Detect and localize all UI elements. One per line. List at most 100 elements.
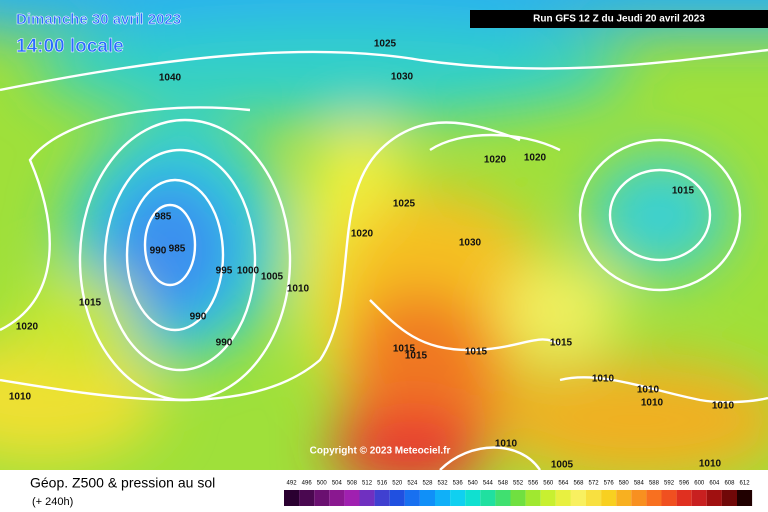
isobar-label: 1015 (550, 338, 573, 349)
isobar-label: 1010 (712, 401, 735, 412)
isobar-label: 990 (150, 246, 167, 257)
legend-swatch (540, 490, 556, 506)
map-field (0, 0, 768, 470)
legend-label: 596 (679, 481, 690, 487)
isobar-label: 1015 (672, 186, 695, 197)
legend-label: 528 (422, 481, 433, 487)
legend-swatch (691, 490, 707, 506)
legend-label: 612 (740, 481, 751, 487)
copyright: Copyright © 2023 Meteociel.fr (310, 446, 451, 457)
legend-label: 584 (634, 481, 645, 487)
isobar-label: 1015 (79, 298, 102, 309)
isobar-label: 985 (155, 212, 172, 223)
legend-label: 564 (558, 481, 569, 487)
legend-label: 604 (709, 481, 720, 487)
legend-label: 588 (649, 481, 660, 487)
legend-label: 520 (392, 481, 403, 487)
legend-label: 560 (543, 481, 554, 487)
isobar-label: 1010 (637, 385, 660, 396)
isobar-label: 1005 (261, 272, 284, 283)
footer-lead: (+ 240h) (32, 496, 73, 508)
legend-label: 536 (453, 481, 464, 487)
legend-label: 568 (573, 481, 584, 487)
isobar-label: 1015 (393, 344, 416, 355)
isobar-label: 1025 (393, 199, 416, 210)
legend-label: 576 (604, 481, 615, 487)
legend-swatch (299, 490, 315, 506)
isobar-label: 1010 (592, 374, 615, 385)
isobar-label: 1040 (159, 73, 182, 84)
legend-swatch (344, 490, 360, 506)
isobar-label: 1010 (287, 284, 310, 295)
isobar-label: 1005 (551, 460, 574, 471)
legend-swatch (661, 490, 677, 506)
isobar-label: 1010 (495, 439, 518, 450)
legend-swatch (737, 490, 753, 506)
date: Dimanche 30 avril 2023 (16, 11, 181, 28)
isobar-label: 1010 (9, 392, 32, 403)
legend-swatch (525, 490, 541, 506)
legend-label: 540 (468, 481, 479, 487)
legend-label: 548 (498, 481, 509, 487)
legend-label: 524 (407, 481, 418, 487)
isobar-label: 1020 (524, 153, 547, 164)
isobar-label: 1020 (16, 322, 39, 333)
legend-swatch (510, 490, 526, 506)
legend-swatch (435, 490, 451, 506)
isobar-label: 990 (216, 338, 233, 349)
run-banner (470, 10, 768, 28)
legend-label: 600 (694, 481, 705, 487)
legend-label: 592 (664, 481, 675, 487)
isobar-label: 1020 (484, 155, 507, 166)
isobar-label: 1030 (391, 72, 414, 83)
isobar-label: 1020 (351, 229, 374, 240)
legend-label: 492 (287, 481, 298, 487)
legend-label: 516 (377, 481, 388, 487)
run-info: Run GFS 12 Z du Jeudi 20 avril 2023 (533, 14, 705, 25)
legend-swatch (359, 490, 375, 506)
isobar-label: 985 (169, 244, 186, 255)
legend-label: 580 (619, 481, 630, 487)
legend-swatch (616, 490, 632, 506)
color-legend: 492 496 500 504 508 512 516 520 524 528 532 536 540 5… (284, 481, 753, 506)
isobar-label: 995 (216, 266, 233, 277)
legend-swatch (374, 490, 390, 506)
legend-label: 496 (302, 481, 313, 487)
legend-swatch (284, 490, 300, 506)
legend-swatch (314, 490, 330, 506)
legend-swatch (404, 490, 420, 506)
legend-label: 500 (317, 481, 328, 487)
legend-label: 552 (513, 481, 524, 487)
isobars (0, 48, 768, 470)
legend-label: 556 (528, 481, 539, 487)
legend-label: 544 (483, 481, 494, 487)
legend-swatch (631, 490, 647, 506)
isobar-label: 1000 (237, 266, 260, 277)
legend-label: 572 (589, 481, 600, 487)
legend-swatch (450, 490, 466, 506)
isobar-label: 1015 (465, 347, 488, 358)
legend-swatch (570, 490, 586, 506)
footer-title: Géop. Z500 & pression au sol (30, 475, 215, 491)
legend-swatch (495, 490, 511, 506)
isobar-label: 1010 (641, 398, 664, 409)
legend-swatch (706, 490, 722, 506)
isobar-label: 1015 (405, 351, 428, 362)
legend-label: 532 (438, 481, 449, 487)
legend-swatch (419, 490, 435, 506)
time: 14:00 locale (16, 36, 124, 57)
legend-swatch (721, 490, 737, 506)
isobar-label: 990 (190, 312, 207, 323)
legend-swatch (480, 490, 496, 506)
legend-swatch (329, 490, 345, 506)
legend-swatch (601, 490, 617, 506)
legend-label: 504 (332, 481, 343, 487)
legend-swatch (555, 490, 571, 506)
isobar-label: 1010 (699, 459, 722, 470)
legend-swatch (465, 490, 481, 506)
legend-label: 512 (362, 481, 373, 487)
isobar-label: 1025 (374, 39, 397, 50)
